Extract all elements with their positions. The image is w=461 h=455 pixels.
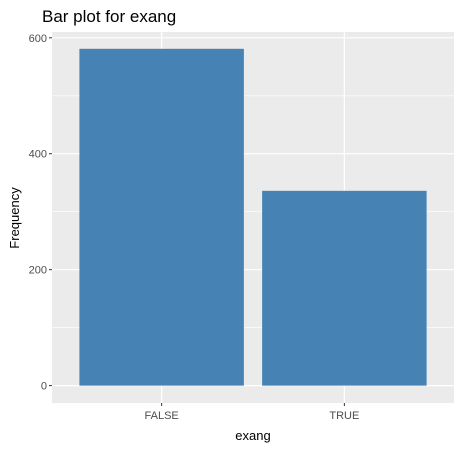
x-axis-title: exang [235, 428, 270, 443]
bar-true [262, 190, 427, 386]
chart-title: Bar plot for exang [42, 7, 176, 26]
y-tick-label: 0 [41, 381, 47, 393]
y-tick-label: 600 [29, 33, 47, 45]
y-axis-title: Frequency [7, 187, 22, 249]
y-tick-label: 200 [29, 265, 47, 277]
y-axis: 0 200 400 600 [29, 33, 52, 393]
y-tick-label: 400 [29, 149, 47, 161]
x-tick-label: FALSE [145, 410, 179, 422]
bars [79, 48, 427, 386]
x-tick-label: TRUE [329, 410, 359, 422]
bar-false [79, 48, 244, 386]
x-axis: FALSE TRUE [145, 403, 359, 422]
